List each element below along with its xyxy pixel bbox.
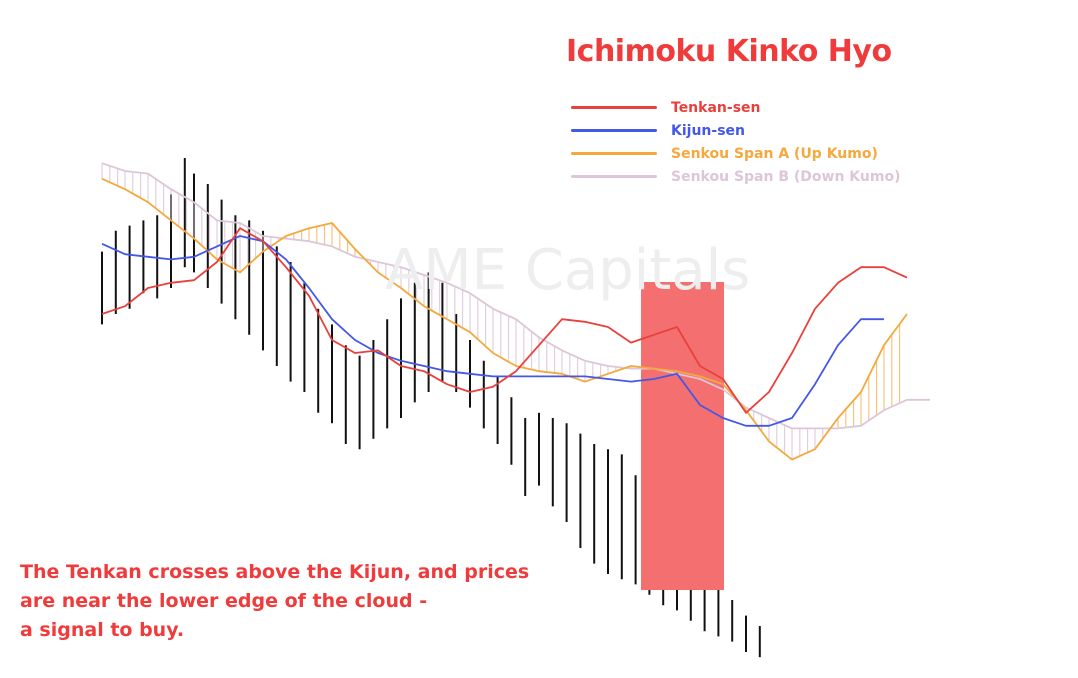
legend-item-span-a: Senkou Span A (Up Kumo) bbox=[571, 142, 900, 165]
legend-label-span-a: Senkou Span A (Up Kumo) bbox=[671, 145, 878, 162]
legend-item-span-b: Senkou Span B (Down Kumo) bbox=[571, 165, 900, 188]
indicator-lines bbox=[101, 162, 930, 461]
annotation-line-1: The Tenkan crosses above the Kijun, and … bbox=[20, 561, 530, 583]
senkou-span-a-line bbox=[101, 177, 908, 461]
legend-item-kijun: Kijun-sen bbox=[571, 119, 900, 142]
legend-swatch-span-a bbox=[571, 152, 657, 155]
signal-annotation: The Tenkan crosses above the Kijun, and … bbox=[20, 558, 620, 645]
signal-highlight bbox=[641, 282, 724, 590]
legend-label-tenkan: Tenkan-sen bbox=[671, 99, 761, 116]
senkou-span-b-line bbox=[101, 162, 930, 430]
watermark: AME Capitals bbox=[385, 238, 751, 303]
annotation-line-3: a signal to buy. bbox=[20, 619, 185, 641]
chart-title: Ichimoku Kinko Hyo bbox=[566, 34, 892, 69]
tenkan-sen-line bbox=[101, 227, 908, 414]
legend-swatch-span-b bbox=[571, 175, 657, 178]
legend-label-kijun: Kijun-sen bbox=[671, 122, 745, 139]
annotation-line-2: are near the lower edge of the cloud - bbox=[20, 590, 428, 612]
legend-swatch-tenkan bbox=[571, 106, 657, 109]
legend: Tenkan-sen Kijun-sen Senkou Span A (Up K… bbox=[571, 96, 900, 188]
legend-label-span-b: Senkou Span B (Down Kumo) bbox=[671, 168, 901, 185]
legend-swatch-kijun bbox=[571, 129, 657, 132]
legend-item-tenkan: Tenkan-sen bbox=[571, 96, 900, 119]
